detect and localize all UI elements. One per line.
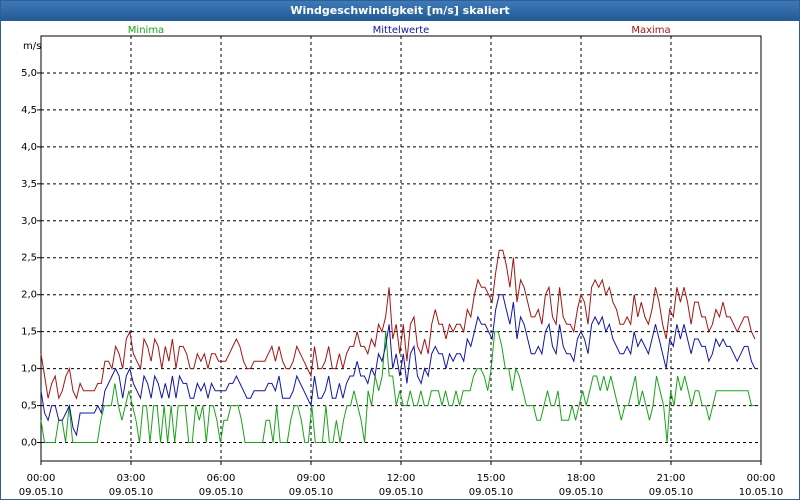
window-title: Windgeschwindigkeit [m/s] skaliert (1, 1, 799, 21)
x-tick-time-3: 09:00 (297, 473, 326, 484)
y-tick-label-1: 0,5 (21, 401, 37, 412)
x-tick-date-5: 09.05.10 (469, 487, 514, 498)
x-tick-time-7: 21:00 (657, 473, 686, 484)
x-axis: 00:00 09.05.10 03:00 09.05.10 06:00 09.05.10 0… (19, 461, 784, 498)
x-tick-date-7: 09.05.10 (649, 487, 694, 498)
x-tick-time-8: 00:00 (747, 473, 776, 484)
x-tick-time-6: 18:00 (567, 473, 596, 484)
legend-item-maxima: Maxima (631, 25, 670, 36)
y-tick-label-3: 1,5 (21, 327, 37, 338)
y-tick-label-5: 2,5 (21, 253, 37, 264)
series-line-maxima (40, 249, 756, 400)
x-tick-time-5: 15:00 (477, 473, 506, 484)
series-line-minima (40, 331, 755, 443)
x-tick-time-4: 12:00 (387, 473, 416, 484)
legend-item-mittelwerte: Mittelwerte (373, 25, 430, 36)
y-tick-label-4: 2,0 (21, 290, 37, 301)
y-tick-label-10: 5,0 (21, 68, 37, 79)
series-line-mittelwerte (40, 294, 756, 437)
y-axis-label: m/s (23, 41, 41, 52)
y-tick-label-2: 1,0 (21, 364, 37, 375)
x-tick-time-1: 03:00 (117, 473, 146, 484)
x-tick-date-6: 09.05.10 (559, 487, 604, 498)
y-axis: 0,0 0,5 1,0 1,5 2,0 2,5 3,0 3,5 4,0 4,5 5,0 (21, 68, 41, 449)
x-tick-time-0: 00:00 (27, 473, 56, 484)
x-tick-date-3: 09.05.10 (289, 487, 334, 498)
x-tick-date-4: 09.05.10 (379, 487, 424, 498)
x-tick-date-1: 09.05.10 (109, 487, 154, 498)
legend-item-minima: Minima (128, 25, 164, 36)
y-tick-label-6: 3,0 (21, 216, 37, 227)
y-tick-label-8: 4,0 (21, 142, 37, 153)
y-tick-label-0: 0,0 (21, 438, 37, 449)
x-tick-date-0: 09.05.10 (19, 487, 64, 498)
x-tick-date-2: 09.05.10 (199, 487, 244, 498)
y-tick-label-7: 3,5 (21, 179, 37, 190)
legend: Minima Mittelwerte Maxima (128, 25, 671, 36)
y-tick-label-9: 4,5 (21, 105, 37, 116)
x-tick-date-8: 10.05.10 (739, 487, 784, 498)
x-tick-time-2: 06:00 (207, 473, 236, 484)
series-lines (40, 249, 756, 443)
